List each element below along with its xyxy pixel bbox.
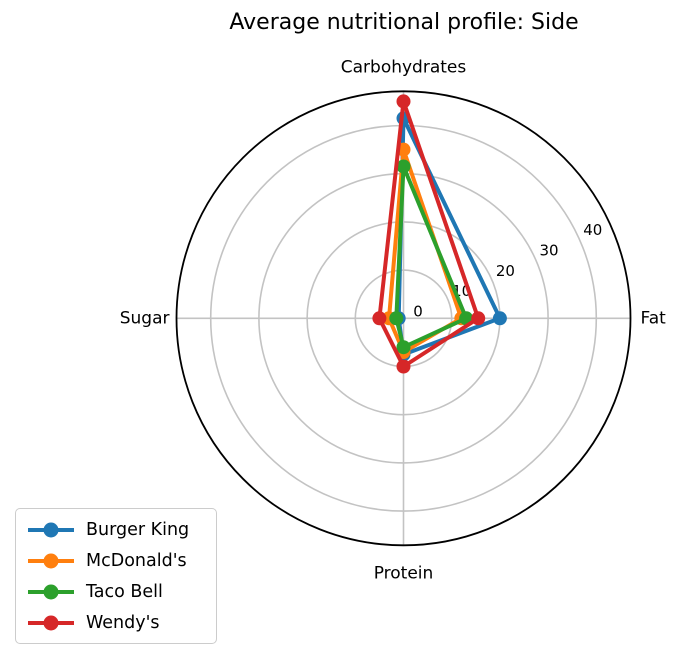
polar-outline-circle	[175, 90, 632, 547]
legend-item-burger-king: Burger King	[25, 514, 207, 545]
legend-line-marker-icon	[28, 615, 74, 630]
vertex-marker-taco-bell-sugar	[389, 311, 404, 326]
legend-label: Burger King	[86, 519, 190, 540]
radial-tick-label-40: 40	[583, 221, 602, 239]
radial-tick-label-0: 0	[413, 303, 423, 321]
vertex-marker-wendy-s-protein	[396, 359, 411, 374]
vertex-marker-taco-bell-carbohydrates	[396, 159, 411, 174]
axis-label-sugar: Sugar	[120, 308, 170, 328]
vertex-marker-burger-king-fat	[492, 311, 507, 326]
legend-item-taco-bell: Taco Bell	[25, 576, 207, 607]
chart-title: Average nutritional profile: Side	[229, 10, 579, 35]
axis-label-fat: Fat	[641, 308, 667, 328]
vertex-marker-wendy-s-sugar	[372, 311, 387, 326]
legend-line-marker-icon	[28, 584, 74, 599]
vertex-marker-wendy-s-carbohydrates	[396, 94, 411, 109]
vertex-marker-taco-bell-protein	[396, 340, 411, 355]
legend-label: McDonald's	[86, 550, 187, 571]
legend-label: Wendy's	[86, 612, 160, 633]
legend-line-marker-icon	[28, 553, 74, 568]
legend-line-marker-icon	[28, 522, 74, 537]
legend-item-wendys: Wendy's	[25, 607, 207, 638]
legend-label: Taco Bell	[86, 581, 163, 602]
axis-label-carbohydrates: Carbohydrates	[341, 57, 467, 77]
axis-label-protein: Protein	[374, 563, 434, 583]
legend: Burger King McDonald's Taco Bell Wendy's	[15, 508, 217, 644]
legend-item-mcdonalds: McDonald's	[25, 545, 207, 576]
radial-tick-label-30: 30	[540, 241, 559, 259]
vertex-marker-wendy-s-fat	[471, 311, 486, 326]
radial-tick-label-20: 20	[496, 262, 515, 280]
